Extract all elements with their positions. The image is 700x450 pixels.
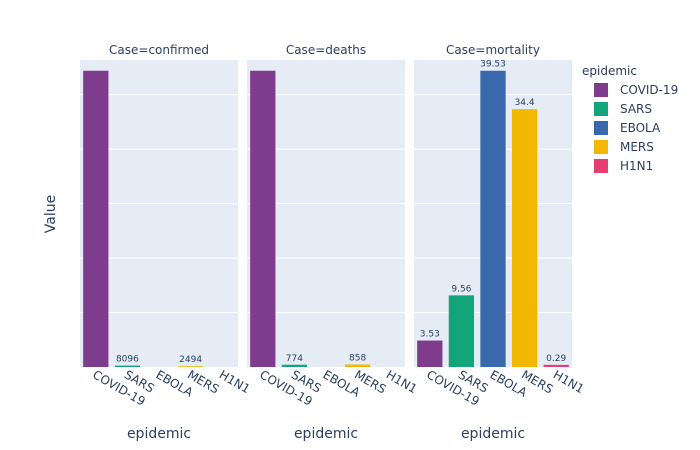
legend-item-label: SARS <box>620 102 652 116</box>
x-axis-title: epidemic <box>294 426 358 442</box>
legend-swatch <box>594 83 608 97</box>
data-label: 2494 <box>179 355 202 365</box>
data-label: 774 <box>286 354 303 364</box>
data-label: 3.53 <box>420 330 440 340</box>
legend-title: epidemic <box>582 64 637 78</box>
x-tick-label: H1N1 <box>551 367 587 396</box>
bar <box>114 365 141 367</box>
bar <box>177 366 204 367</box>
bar <box>480 70 506 368</box>
panel-title: Case=deaths <box>286 43 366 57</box>
bar <box>448 295 475 367</box>
data-label: 8096 <box>116 355 139 365</box>
panel-title: Case=confirmed <box>109 43 209 57</box>
legend-swatch <box>594 140 608 154</box>
bar <box>281 364 308 367</box>
legend-item-label: EBOLA <box>620 121 661 135</box>
x-tick-label: H1N1 <box>217 367 253 396</box>
x-axis-title: epidemic <box>127 426 191 442</box>
data-label: 0.29 <box>546 354 566 364</box>
legend-item-label: MERS <box>620 140 654 154</box>
bar <box>417 340 443 367</box>
data-label: 9.56 <box>451 284 471 294</box>
bar <box>83 70 109 368</box>
data-label: 858 <box>349 354 366 364</box>
bar <box>250 70 276 368</box>
legend-item-label: H1N1 <box>620 159 653 173</box>
panel-title: Case=mortality <box>446 43 540 57</box>
x-tick-label: H1N1 <box>384 367 420 396</box>
legend-item-label: COVID-19 <box>620 83 678 97</box>
legend-swatch <box>594 121 608 135</box>
data-label: 39.53 <box>480 60 506 70</box>
bar <box>344 364 371 367</box>
y-axis-title: Value <box>43 195 59 233</box>
bar <box>543 364 569 367</box>
data-label: 34.4 <box>515 98 535 108</box>
x-axis-title: epidemic <box>461 426 525 442</box>
legend-swatch <box>594 102 608 116</box>
bar <box>511 109 538 367</box>
legend-swatch <box>594 159 608 173</box>
